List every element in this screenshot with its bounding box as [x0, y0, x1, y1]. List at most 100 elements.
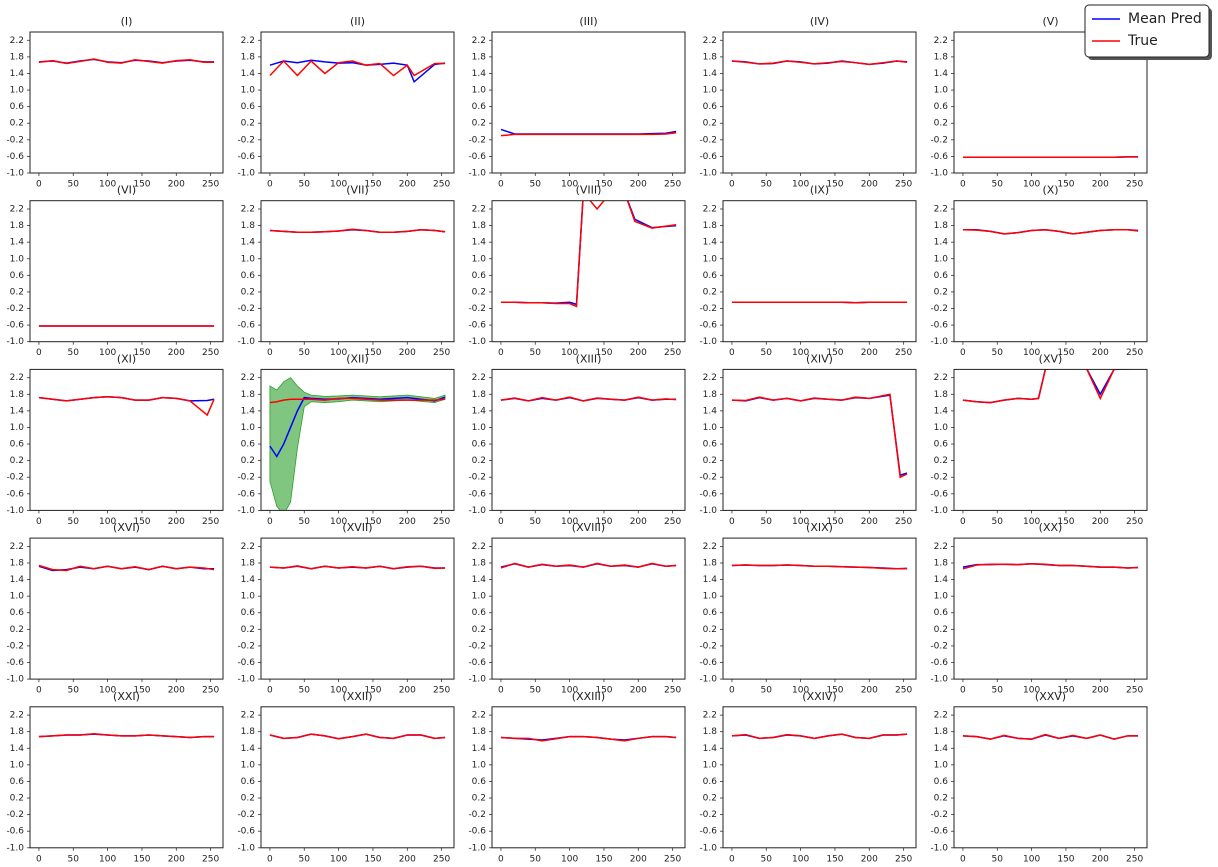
y-tick-label: 2.2: [703, 36, 717, 46]
y-tick-label: 0.6: [934, 777, 949, 787]
x-tick-label: 100: [792, 348, 809, 358]
y-tick-label: -0.6: [930, 658, 948, 668]
y-tick-label: -0.6: [699, 321, 717, 331]
x-tick-label: 0: [36, 686, 42, 696]
x-tick-label: 100: [792, 686, 809, 696]
x-tick-label: 0: [267, 517, 273, 527]
y-tick-label: 0.2: [241, 119, 255, 129]
y-tick-label: 0.2: [703, 794, 717, 804]
y-tick-label: 2.2: [241, 711, 255, 721]
subplot: (IX) -1.0 -0.6 -0.2 0.2 0.6 1.0 1.4 1.8 2.2 0 50 100…: [699, 184, 917, 358]
plot-area: [500, 396, 677, 402]
subplot-title: (XXI): [113, 690, 140, 703]
y-tick-label: 1.0: [472, 254, 487, 264]
plot-area: [731, 60, 908, 66]
y-tick-label: 1.4: [241, 575, 256, 585]
x-tick-label: 250: [664, 854, 681, 864]
x-tick-label: 200: [861, 180, 878, 190]
y-tick-label: 0.6: [703, 608, 718, 618]
series-line: [269, 397, 446, 404]
x-tick-label: 150: [133, 686, 150, 696]
y-tick-label: -1.0: [930, 506, 948, 516]
y-tick-label: -0.2: [699, 641, 717, 651]
y-tick-label: -0.6: [930, 827, 948, 837]
y-tick-label: 2.2: [241, 542, 255, 552]
y-tick-label: 2.2: [934, 373, 948, 383]
y-tick-label: -1.0: [699, 675, 717, 685]
y-tick-label: 2.2: [10, 542, 24, 552]
y-tick-label: 1.8: [934, 727, 949, 737]
series-line: [731, 394, 908, 477]
y-tick-label: 0.2: [934, 287, 948, 297]
y-tick-label: 0.6: [10, 777, 25, 787]
y-tick-label: 1.0: [934, 760, 949, 770]
x-tick-label: 100: [99, 686, 116, 696]
y-tick-label: -0.2: [468, 641, 486, 651]
y-tick-label: -0.6: [468, 827, 486, 837]
x-tick-label: 250: [1126, 348, 1143, 358]
y-tick-label: 0.6: [241, 102, 256, 112]
y-tick-label: 0.2: [472, 456, 486, 466]
series-line: [38, 564, 215, 572]
subplot-title: (XV): [1039, 352, 1063, 365]
x-tick-label: 100: [330, 686, 347, 696]
subplot-title: (XXIV): [802, 690, 836, 703]
subplot: (XVI) -1.0 -0.6 -0.2 0.2 0.6 1.0 1.4 1.8 2.2 0 50 10…: [6, 521, 224, 696]
subplot: (XII) -1.0 -0.6 -0.2 0.2 0.6 1.0 1.4 1.8 2.2 0 50 10…: [237, 352, 455, 527]
subplot: (XXV) -1.0 -0.6 -0.2 0.2 0.6 1.0 1.4 1.8 2.2 0 50 10…: [930, 690, 1148, 864]
series-line: [500, 396, 677, 402]
y-tick-label: -0.2: [930, 810, 948, 820]
x-tick-label: 100: [330, 348, 347, 358]
y-tick-label: 0.2: [934, 119, 948, 129]
series-line: [269, 733, 446, 740]
x-tick-label: 250: [664, 686, 681, 696]
y-tick-label: 0.2: [703, 456, 717, 466]
subplot: (V) -1.0 -0.6 -0.2 0.2 0.6 1.0 1.4 1.8 2.2 0 50 100 1…: [930, 15, 1148, 190]
x-tick-label: 50: [68, 686, 80, 696]
x-tick-label: 200: [630, 348, 647, 358]
y-tick-label: -1.0: [930, 675, 948, 685]
x-tick-label: 0: [960, 686, 966, 696]
axes-frame: [491, 706, 686, 849]
y-tick-label: 0.2: [241, 287, 255, 297]
y-tick-label: -0.6: [699, 152, 717, 162]
x-tick-label: 150: [1057, 180, 1074, 190]
y-tick-label: 1.4: [241, 238, 256, 248]
axes-frame: [722, 368, 917, 511]
axes-frame: [29, 31, 224, 174]
x-tick-label: 200: [630, 180, 647, 190]
x-tick-label: 200: [399, 180, 416, 190]
y-tick-label: 1.8: [703, 727, 718, 737]
y-tick-label: 0.2: [241, 794, 255, 804]
subplot: (XVIII) -1.0 -0.6 -0.2 0.2 0.6 1.0 1.4 1.8 2.2 0 50…: [468, 521, 686, 696]
x-tick-label: 250: [202, 180, 219, 190]
x-tick-label: 150: [1057, 854, 1074, 864]
x-tick-label: 0: [498, 517, 504, 527]
series-line: [38, 396, 215, 417]
y-tick-label: -1.0: [930, 169, 948, 179]
subplot-title: (XXII): [342, 690, 372, 703]
y-tick-label: 1.4: [241, 69, 256, 79]
series-line: [500, 735, 677, 742]
y-tick-label: 1.0: [241, 423, 256, 433]
y-tick-label: -0.6: [468, 658, 486, 668]
plot-area: [500, 562, 677, 569]
subplot-title: (IX): [810, 184, 829, 197]
y-tick-label: 1.8: [241, 52, 256, 62]
x-tick-label: 250: [433, 348, 450, 358]
x-tick-label: 0: [729, 517, 735, 527]
y-tick-label: 2.2: [10, 711, 24, 721]
legend-label: True: [1127, 33, 1158, 49]
subplot: (VII) -1.0 -0.6 -0.2 0.2 0.6 1.0 1.4 1.8 2.2 0 50 10…: [237, 184, 455, 358]
y-tick-label: 0.6: [10, 102, 25, 112]
x-tick-label: 250: [202, 348, 219, 358]
y-tick-label: 2.2: [241, 36, 255, 46]
y-tick-label: -1.0: [468, 169, 486, 179]
y-tick-label: -0.2: [468, 473, 486, 483]
axes-frame: [29, 368, 224, 511]
subplot-title: (XIX): [806, 521, 833, 534]
axes-frame: [722, 706, 917, 849]
x-tick-label: 100: [792, 180, 809, 190]
subplot: (VI) -1.0 -0.6 -0.2 0.2 0.6 1.0 1.4 1.8 2.2 0 50 100…: [6, 184, 224, 358]
plot-area: [731, 564, 908, 570]
